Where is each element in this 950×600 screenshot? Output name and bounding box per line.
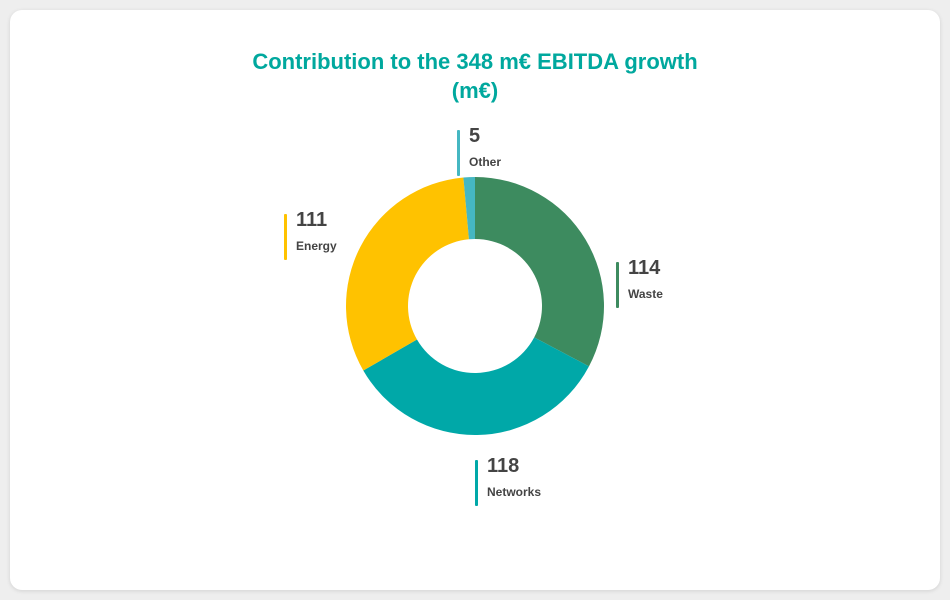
callout-bar xyxy=(457,130,460,176)
callout-value: 118 xyxy=(487,455,520,477)
callout-label: Waste xyxy=(628,287,663,301)
callout-bar xyxy=(475,460,478,506)
callout-value: 114 xyxy=(628,257,661,279)
donut-slice-energy xyxy=(345,177,469,371)
callout-label: Energy xyxy=(296,239,337,253)
callout-label: Other xyxy=(469,155,502,169)
donut-slice-other xyxy=(463,177,475,240)
chart-title: Contribution to the 348 m€ EBITDA growth… xyxy=(0,47,950,105)
chart-subtitle: (m€) xyxy=(451,78,499,103)
callout-label: Networks xyxy=(487,485,542,499)
callout-bar xyxy=(616,262,619,308)
callout-value: 5 xyxy=(469,125,481,147)
callout-value: 111 xyxy=(296,209,328,231)
chart-title-line: Contribution to the 348 m€ EBITDA growth xyxy=(252,49,698,74)
donut-slice-networks xyxy=(363,337,589,435)
callout-bar xyxy=(284,214,287,260)
donut-slice-waste xyxy=(475,177,605,367)
